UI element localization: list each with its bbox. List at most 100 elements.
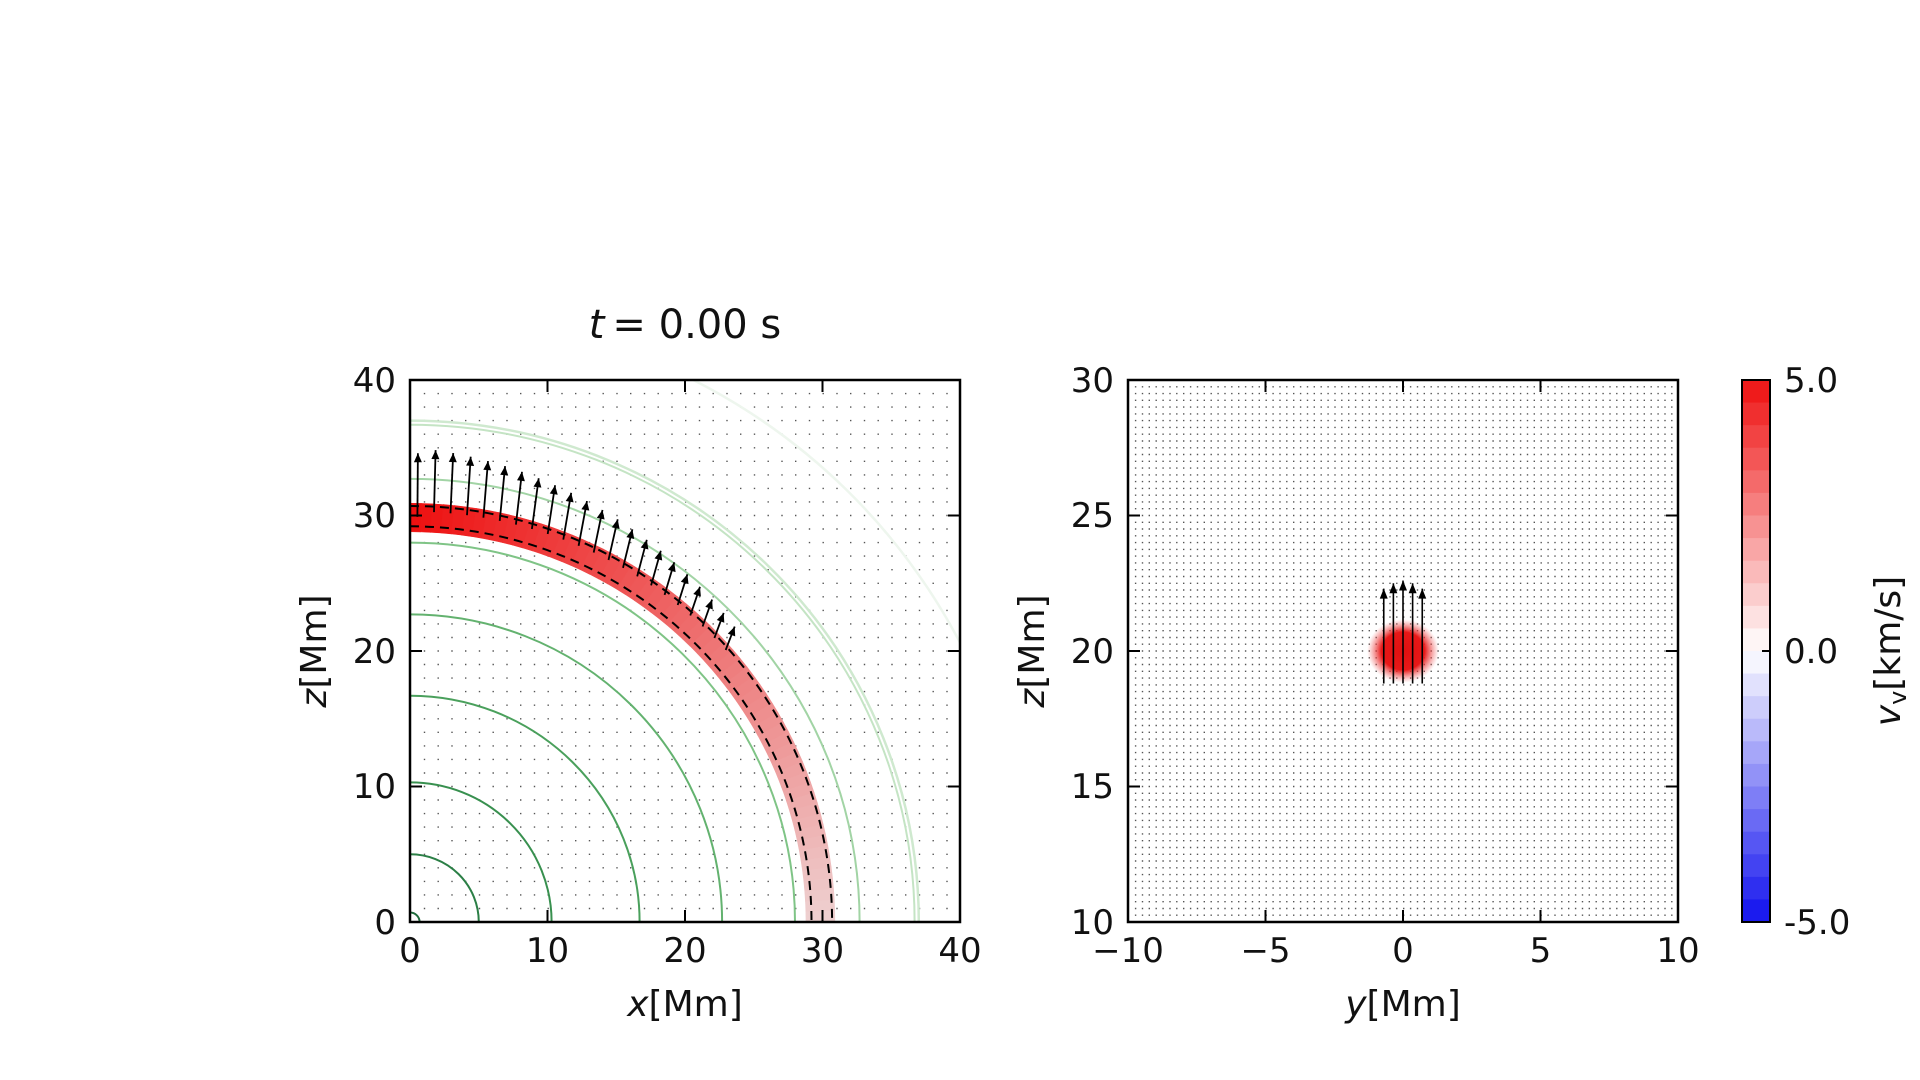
colorbar-band bbox=[1742, 741, 1770, 765]
colorbar-band bbox=[1742, 831, 1770, 855]
loop-segment bbox=[420, 503, 433, 533]
arrow-head bbox=[654, 550, 663, 561]
colorbar-band bbox=[1742, 560, 1770, 584]
arrow-head bbox=[549, 485, 558, 495]
left-x-tick-labels: 0 10 20 30 40 bbox=[399, 931, 981, 971]
right-y-tick-label: 15 bbox=[1071, 767, 1114, 807]
colorbar: 5.0 0.0 -5.0 vv[km/s] bbox=[1741, 361, 1912, 943]
colorbar-band bbox=[1742, 899, 1770, 923]
left-x-tick-label: 0 bbox=[399, 931, 421, 971]
arrow-head bbox=[1379, 588, 1388, 599]
right-ticks bbox=[1127, 379, 1679, 923]
arrow-head bbox=[1418, 588, 1427, 599]
colorbar-band bbox=[1742, 673, 1770, 697]
tick-marks bbox=[1127, 379, 1679, 923]
left-ticks bbox=[409, 379, 961, 923]
arrow-head bbox=[667, 562, 676, 573]
loop-segment bbox=[410, 503, 422, 533]
arrow-head bbox=[533, 478, 542, 488]
left-y-tick-labels: 0 10 20 30 40 bbox=[353, 361, 396, 943]
velocity-arrow bbox=[498, 466, 506, 521]
dashed-boundary bbox=[410, 505, 834, 922]
left-velocity-loop bbox=[410, 503, 836, 922]
field-line bbox=[690, 380, 960, 646]
background-dots bbox=[1134, 386, 1673, 916]
right-panel: −10 −5 0 5 10 10 15 20 25 30 y[Mm] z[Mm] bbox=[1012, 361, 1700, 1025]
field-line bbox=[410, 419, 921, 922]
right-velocity-arrows bbox=[1379, 580, 1427, 684]
left-y-tick-label: 40 bbox=[353, 361, 396, 401]
right-y-tick-label: 20 bbox=[1071, 632, 1114, 672]
right-x-axis-label: y[Mm] bbox=[1344, 984, 1461, 1025]
colorbar-band bbox=[1742, 380, 1770, 404]
left-y-tick-label: 30 bbox=[353, 496, 396, 536]
colorbar-band bbox=[1742, 876, 1770, 901]
velocity-arrow bbox=[466, 456, 472, 516]
right-x-tick-label: 0 bbox=[1392, 931, 1414, 971]
velocity-arrow bbox=[416, 453, 419, 517]
colorbar-band bbox=[1742, 763, 1770, 788]
contour-line bbox=[410, 911, 421, 922]
colorbar-band bbox=[1742, 651, 1770, 675]
loop-segment bbox=[804, 888, 835, 902]
contour-line bbox=[410, 853, 480, 922]
right-x-tick-label: −10 bbox=[1092, 931, 1164, 971]
colorbar-band bbox=[1742, 470, 1770, 494]
left-y-tick-label: 10 bbox=[353, 767, 396, 807]
colorbar-band bbox=[1742, 515, 1770, 539]
contour-line bbox=[410, 423, 916, 922]
colorbar-tick-label: -5.0 bbox=[1784, 903, 1850, 943]
arrow-head bbox=[1408, 583, 1417, 594]
tick-marks bbox=[409, 379, 961, 923]
right-y-axis-label: z[Mm] bbox=[1012, 594, 1053, 708]
colorbar-gradient bbox=[1742, 380, 1770, 923]
contour-line bbox=[410, 477, 861, 922]
loop-segment bbox=[805, 910, 836, 922]
arrow-head bbox=[727, 626, 736, 637]
right-y-tick-label: 25 bbox=[1071, 496, 1114, 536]
arrow-head bbox=[640, 539, 649, 550]
colorbar-tick-label: 5.0 bbox=[1784, 361, 1838, 401]
colorbar-tick-label: 0.0 bbox=[1784, 632, 1838, 672]
arrow-head bbox=[680, 574, 689, 585]
right-x-tick-label: −5 bbox=[1240, 931, 1290, 971]
contour-line bbox=[410, 694, 641, 922]
left-background-dots bbox=[423, 392, 948, 910]
right-y-tick-label: 10 bbox=[1071, 903, 1114, 943]
right-x-tick-labels: −10 −5 0 5 10 bbox=[1092, 931, 1700, 971]
contour-line bbox=[410, 613, 724, 922]
left-dashed-boundaries bbox=[410, 505, 834, 922]
contour-line bbox=[410, 541, 796, 922]
right-y-tick-label: 30 bbox=[1071, 361, 1114, 401]
arrow-head bbox=[596, 509, 605, 520]
left-field-lines bbox=[410, 380, 960, 922]
arrow-head bbox=[611, 519, 620, 529]
left-x-tick-label: 10 bbox=[526, 931, 569, 971]
right-x-tick-label: 5 bbox=[1530, 931, 1552, 971]
velocity-arrow bbox=[449, 453, 455, 514]
title-value: = 0.00 s bbox=[612, 302, 781, 348]
left-velocity-arrows bbox=[413, 450, 736, 651]
left-x-tick-label: 30 bbox=[801, 931, 844, 971]
colorbar-band bbox=[1742, 605, 1770, 630]
left-panel: 0 10 20 30 40 0 10 20 30 40 x[Mm] z[Mm] bbox=[294, 361, 982, 1025]
arrow-head bbox=[626, 529, 635, 539]
right-x-tick-label: 10 bbox=[1656, 931, 1699, 971]
arrow-head bbox=[466, 456, 475, 466]
arrow-head bbox=[431, 450, 440, 460]
colorbar-band bbox=[1742, 492, 1770, 517]
arrow-head bbox=[448, 453, 457, 463]
arrow-head bbox=[413, 453, 422, 463]
left-y-tick-label: 20 bbox=[353, 632, 396, 672]
left-x-tick-label: 20 bbox=[663, 931, 706, 971]
left-y-tick-label: 0 bbox=[374, 903, 396, 943]
colorbar-band bbox=[1742, 628, 1770, 652]
colorbar-band bbox=[1742, 583, 1770, 607]
colorbar-band bbox=[1742, 425, 1770, 449]
arrow-head bbox=[693, 586, 701, 597]
figure-title: t = 0.00 s bbox=[589, 302, 782, 348]
left-x-axis-label: x[Mm] bbox=[626, 984, 743, 1025]
colorbar-band bbox=[1742, 538, 1770, 562]
velocity-arrow bbox=[433, 450, 437, 513]
